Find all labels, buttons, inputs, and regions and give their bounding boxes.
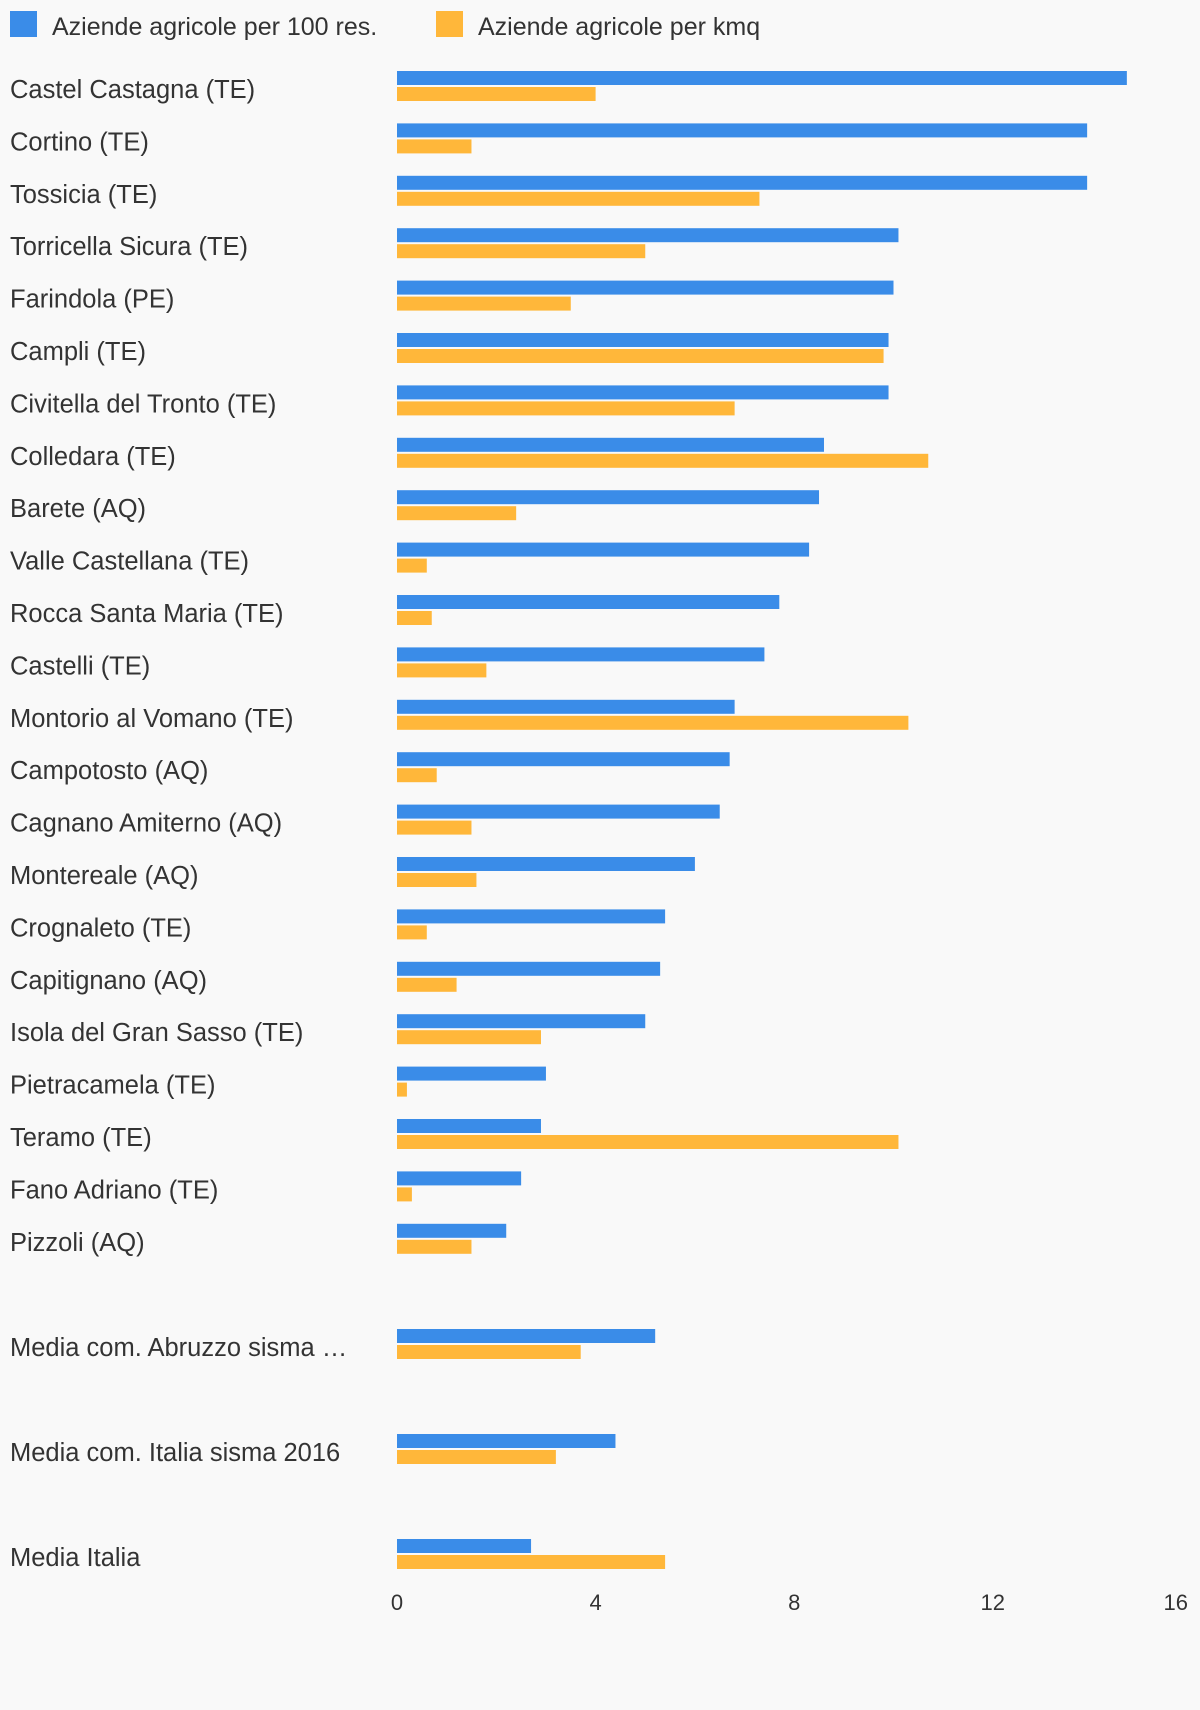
category-label: Montereale (AQ) bbox=[10, 862, 199, 890]
category-label: Montorio al Vomano (TE) bbox=[10, 705, 293, 733]
bar-per-100-res bbox=[397, 228, 899, 243]
bar-per-100-res bbox=[397, 71, 1127, 85]
bar-per-100-res bbox=[397, 123, 1088, 138]
legend-label-per-100-res: Aziende agricole per 100 res. bbox=[52, 13, 377, 41]
bar-per-kmq bbox=[397, 977, 457, 992]
category-label: Castelli (TE) bbox=[10, 652, 150, 680]
bar-per-kmq bbox=[397, 401, 735, 416]
bar-per-100-res bbox=[397, 437, 824, 452]
bar-per-kmq bbox=[397, 611, 432, 625]
bar-per-100-res bbox=[397, 1223, 507, 1238]
category-label: Fano Adriano (TE) bbox=[10, 1176, 218, 1204]
bar-per-kmq bbox=[397, 873, 477, 887]
bar-per-kmq bbox=[397, 1555, 666, 1569]
bar-per-100-res bbox=[397, 1171, 522, 1186]
bar-per-kmq bbox=[397, 506, 517, 521]
bar-per-100-res bbox=[397, 1066, 546, 1081]
bar-per-kmq bbox=[397, 663, 487, 678]
category-label: Media com. Abruzzo sisma … bbox=[10, 1334, 347, 1362]
legend-swatch-per-kmq bbox=[436, 11, 463, 37]
bar-per-kmq bbox=[397, 1450, 556, 1464]
x-tick-label: 8 bbox=[788, 1590, 800, 1615]
bar-per-100-res bbox=[397, 175, 1088, 190]
bar-per-100-res bbox=[397, 752, 730, 767]
bar-per-100-res bbox=[397, 804, 720, 819]
category-label: Isola del Gran Sasso (TE) bbox=[10, 1019, 303, 1047]
legend-label-per-kmq: Aziende agricole per kmq bbox=[478, 13, 760, 41]
category-label: Media Italia bbox=[10, 1544, 141, 1572]
bar-per-kmq bbox=[397, 925, 427, 940]
bar-per-kmq bbox=[397, 296, 571, 311]
bar-per-100-res bbox=[397, 333, 889, 347]
bar-per-kmq bbox=[397, 244, 646, 259]
category-label: Colledara (TE) bbox=[10, 443, 176, 471]
bar-per-100-res bbox=[397, 857, 695, 871]
bar-per-kmq bbox=[397, 191, 760, 206]
legend: Aziende agricole per 100 res. Aziende ag… bbox=[10, 11, 760, 41]
category-label: Campli (TE) bbox=[10, 338, 146, 366]
category-label: Tossicia (TE) bbox=[10, 181, 157, 209]
category-label: Valle Castellana (TE) bbox=[10, 548, 249, 576]
bar-per-100-res bbox=[397, 647, 765, 662]
bar-per-100-res bbox=[397, 542, 810, 557]
category-label: Pietracamela (TE) bbox=[10, 1072, 215, 1100]
category-label: Torricella Sicura (TE) bbox=[10, 233, 248, 261]
bar-per-100-res bbox=[397, 961, 661, 976]
bar-per-100-res bbox=[397, 1329, 656, 1343]
x-tick-label: 0 bbox=[391, 1590, 403, 1615]
category-label: Rocca Santa Maria (TE) bbox=[10, 600, 284, 628]
category-labels: Castel Castagna (TE) Cortino (TE) Tossicia… bbox=[10, 76, 347, 1572]
x-axis-ticks: 0 4 8 12 16 bbox=[391, 1590, 1188, 1615]
category-label: Civitella del Tronto (TE) bbox=[10, 390, 276, 418]
bars bbox=[397, 71, 1127, 1569]
bar-per-kmq bbox=[397, 1082, 407, 1097]
category-label: Media com. Italia sisma 2016 bbox=[10, 1439, 340, 1467]
bar-per-kmq bbox=[397, 1030, 541, 1045]
x-tick-label: 12 bbox=[981, 1590, 1005, 1615]
bar-per-100-res bbox=[397, 699, 735, 714]
bar-per-100-res bbox=[397, 385, 889, 400]
category-label: Castel Castagna (TE) bbox=[10, 76, 255, 104]
bar-per-kmq bbox=[397, 558, 427, 573]
bar-per-100-res bbox=[397, 280, 894, 295]
bar-per-100-res bbox=[397, 1014, 646, 1029]
category-label: Campotosto (AQ) bbox=[10, 757, 208, 785]
bar-per-100-res bbox=[397, 1119, 541, 1133]
legend-swatch-per-100-res bbox=[10, 11, 37, 37]
bar-per-kmq bbox=[397, 715, 909, 730]
bar-per-kmq bbox=[397, 1187, 412, 1202]
bar-per-kmq bbox=[397, 139, 472, 154]
category-label: Cortino (TE) bbox=[10, 128, 149, 156]
bar-per-100-res bbox=[397, 595, 780, 609]
bar-per-kmq bbox=[397, 820, 472, 835]
bar-per-kmq bbox=[397, 768, 437, 783]
category-label: Teramo (TE) bbox=[10, 1124, 152, 1152]
bar-per-100-res bbox=[397, 909, 666, 924]
category-label: Capitignano (AQ) bbox=[10, 967, 207, 995]
category-label: Farindola (PE) bbox=[10, 286, 174, 314]
bar-per-kmq bbox=[397, 87, 596, 101]
category-label: Crognaleto (TE) bbox=[10, 914, 191, 942]
category-label: Cagnano Amiterno (AQ) bbox=[10, 810, 282, 838]
bar-per-100-res bbox=[397, 490, 820, 505]
bar-per-kmq bbox=[397, 1345, 581, 1359]
bar-per-kmq bbox=[397, 453, 929, 468]
bar-per-kmq bbox=[397, 1135, 899, 1149]
bar-per-100-res bbox=[397, 1539, 532, 1553]
x-tick-label: 16 bbox=[1164, 1590, 1188, 1615]
bar-per-kmq bbox=[397, 1239, 472, 1254]
category-label: Barete (AQ) bbox=[10, 495, 146, 523]
x-tick-label: 4 bbox=[589, 1590, 601, 1615]
bar-per-kmq bbox=[397, 349, 884, 363]
category-label: Pizzoli (AQ) bbox=[10, 1229, 145, 1257]
bar-per-100-res bbox=[397, 1434, 616, 1448]
